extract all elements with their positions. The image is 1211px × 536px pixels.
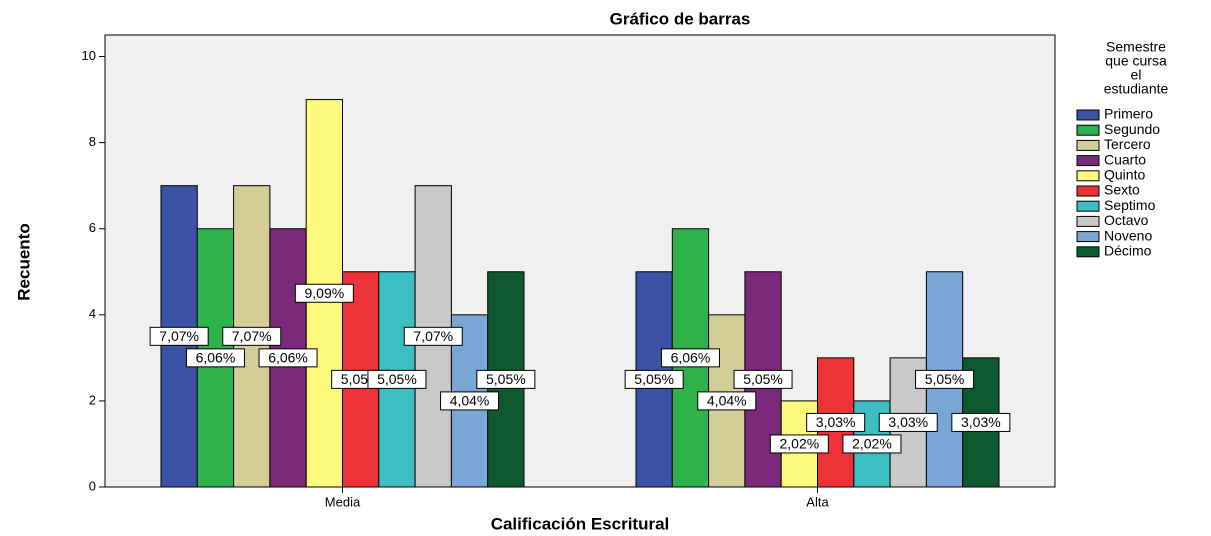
value-label-box — [440, 391, 500, 411]
value-label-box — [403, 326, 463, 346]
value-label: 6,06% — [196, 350, 236, 366]
value-label: 3,03% — [816, 414, 856, 430]
value-label: 4,04% — [707, 393, 747, 409]
value-label-box — [769, 434, 829, 454]
value-label-box — [149, 326, 209, 346]
value-label: 7,07% — [232, 328, 272, 344]
legend-swatch — [1076, 231, 1100, 243]
x-tick-label: Alta — [806, 494, 829, 509]
legend-label: Segundo — [1104, 121, 1160, 137]
legend-label: Quinto — [1104, 167, 1145, 183]
legend-swatch — [1076, 215, 1100, 227]
value-label-box — [258, 348, 318, 368]
y-tick-label: 10 — [82, 48, 96, 63]
value-label: 5,05% — [743, 371, 783, 387]
legend-title: estudiante — [1104, 81, 1169, 97]
value-label: 3,03% — [961, 414, 1001, 430]
value-label: 2,02% — [852, 436, 892, 452]
value-label-box — [476, 369, 536, 389]
value-label: 4,04% — [450, 393, 490, 409]
value-label: 5,05% — [377, 371, 417, 387]
value-label-box — [222, 326, 282, 346]
value-label-box — [624, 369, 684, 389]
x-tick-label: Media — [325, 494, 361, 509]
value-label-box — [842, 434, 902, 454]
y-tick-label: 8 — [89, 134, 96, 149]
legend-swatch — [1076, 124, 1100, 136]
value-label-box — [294, 283, 354, 303]
value-label: 5,05% — [486, 371, 526, 387]
y-tick-label: 2 — [89, 392, 96, 407]
value-label: 3,03% — [888, 414, 928, 430]
value-label-box — [915, 369, 975, 389]
legend-swatch — [1076, 170, 1100, 182]
legend-swatch — [1076, 185, 1100, 197]
value-label-box — [733, 369, 793, 389]
legend-label: Sexto — [1104, 182, 1140, 198]
legend-title: el — [1131, 67, 1142, 83]
y-tick-label: 4 — [89, 306, 96, 321]
legend-label: Octavo — [1104, 212, 1149, 228]
value-label: 7,07% — [413, 328, 453, 344]
legend-label: Noveno — [1104, 227, 1152, 243]
legend-title: Semestre — [1106, 39, 1166, 55]
value-label-box — [697, 391, 757, 411]
value-label-box — [951, 412, 1011, 432]
value-label: 5,05% — [634, 371, 674, 387]
value-label: 6,06% — [268, 350, 308, 366]
legend-label: Primero — [1104, 106, 1153, 122]
legend-swatch — [1076, 139, 1100, 151]
legend-title: que cursa — [1105, 53, 1167, 69]
value-label-box — [660, 348, 720, 368]
legend-swatch — [1076, 246, 1100, 258]
value-label-box — [806, 412, 866, 432]
value-label: 6,06% — [671, 350, 711, 366]
legend-swatch — [1076, 200, 1100, 212]
legend-label: Septimo — [1104, 197, 1156, 213]
y-axis-label: Recuento — [14, 223, 33, 300]
y-tick-label: 0 — [89, 478, 96, 493]
y-tick-label: 6 — [89, 220, 96, 235]
chart-title: Gráfico de barras — [610, 9, 751, 28]
value-label-box — [367, 369, 427, 389]
value-label: 2,02% — [779, 436, 819, 452]
legend-label: Cuarto — [1104, 151, 1146, 167]
legend-swatch — [1076, 155, 1100, 167]
legend-label: Décimo — [1104, 243, 1152, 259]
value-label: 9,09% — [304, 285, 344, 301]
value-label-box — [185, 348, 245, 368]
x-axis-label: Calificación Escritural — [491, 514, 670, 533]
value-label-box — [878, 412, 938, 432]
legend-swatch — [1076, 109, 1100, 121]
value-label: 5,05% — [925, 371, 965, 387]
legend-label: Tercero — [1104, 136, 1151, 152]
value-label: 7,07% — [159, 328, 199, 344]
